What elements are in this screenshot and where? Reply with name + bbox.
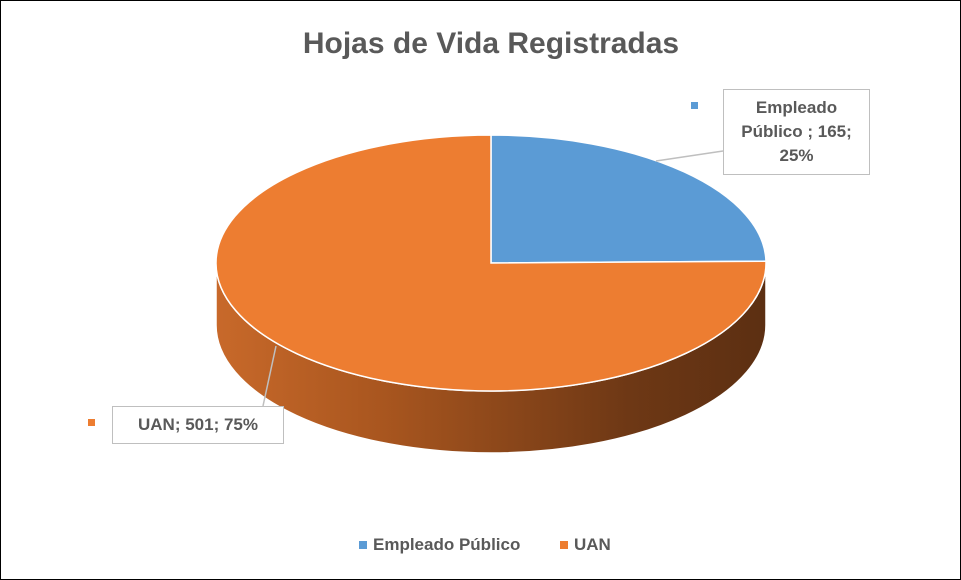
label-marker	[88, 419, 95, 426]
leader-line	[655, 150, 724, 162]
leader-line	[262, 345, 277, 407]
data-label: UAN; 501; 75%	[112, 406, 284, 444]
data-label: Empleado Público ; 165; 25%	[723, 89, 870, 175]
chart-title: Hojas de Vida Registradas	[303, 27, 679, 60]
legend-label: Empleado Público	[373, 535, 521, 554]
legend-item: Empleado Público	[359, 535, 520, 555]
legend-item: UAN	[560, 535, 611, 555]
pie-slice	[490, 134, 767, 264]
label-marker	[691, 102, 698, 109]
pie-slice	[215, 134, 767, 392]
legend-swatch	[560, 541, 568, 549]
legend-label: UAN	[574, 535, 611, 554]
legend-swatch	[359, 541, 367, 549]
